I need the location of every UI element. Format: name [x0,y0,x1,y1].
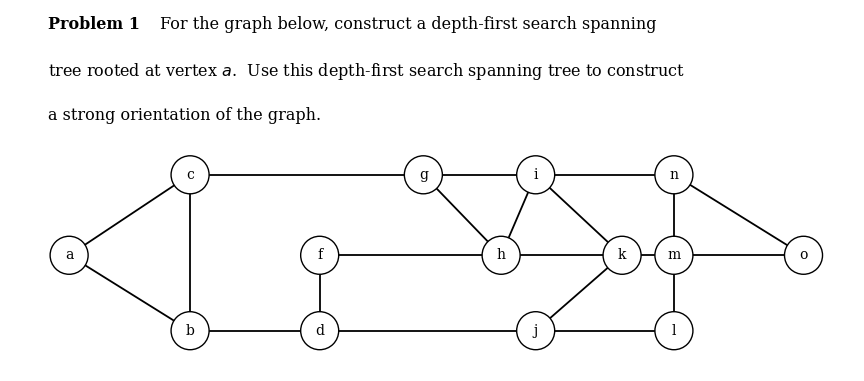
Text: f: f [317,248,322,262]
Ellipse shape [301,312,339,350]
Ellipse shape [517,312,555,350]
Text: o: o [799,248,808,262]
Text: j: j [534,324,537,338]
Ellipse shape [603,236,641,274]
Ellipse shape [655,236,693,274]
Text: i: i [533,168,538,182]
Ellipse shape [517,156,555,194]
Ellipse shape [301,236,339,274]
Ellipse shape [50,236,88,274]
Text: g: g [419,168,428,182]
Text: k: k [618,248,626,262]
Ellipse shape [785,236,823,274]
Text: a strong orientation of the graph.: a strong orientation of the graph. [48,107,321,124]
Text: l: l [671,324,677,338]
Ellipse shape [482,236,520,274]
Text: m: m [667,248,681,262]
Ellipse shape [171,156,209,194]
Text: Problem 1: Problem 1 [48,16,139,33]
Text: c: c [186,168,194,182]
Ellipse shape [404,156,442,194]
Ellipse shape [655,156,693,194]
Text: d: d [315,324,324,338]
Text: a: a [65,248,73,262]
Text: h: h [497,248,505,262]
Text: b: b [186,324,194,338]
Ellipse shape [171,312,209,350]
Text: n: n [670,168,678,182]
Ellipse shape [655,312,693,350]
Text: For the graph below, construct a depth-first search spanning: For the graph below, construct a depth-f… [160,16,657,33]
Text: tree rooted at vertex $a$.  Use this depth-first search spanning tree to constru: tree rooted at vertex $a$. Use this dept… [48,61,684,82]
